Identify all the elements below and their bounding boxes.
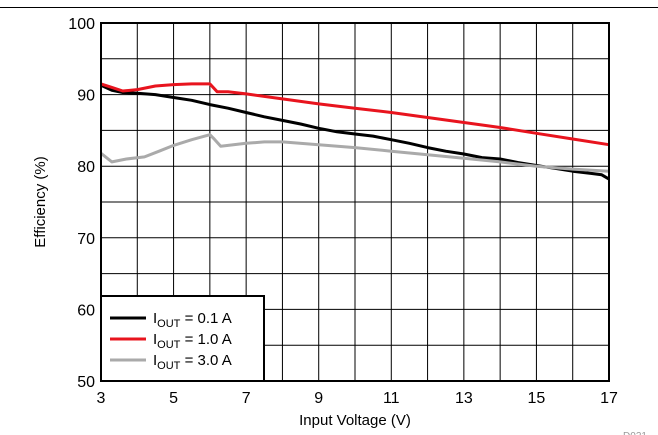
x-tick-label: 7 [242, 390, 251, 407]
x-tick-label: 17 [600, 390, 618, 407]
y-axis-title: Efficiency (%) [32, 156, 49, 247]
y-tick-label: 60 [77, 302, 95, 319]
y-tick-label: 50 [77, 374, 95, 391]
x-tick-label: 5 [169, 390, 178, 407]
series-line-3 [100, 133, 610, 173]
legend-label-2: IOUT = 1.0 A [153, 331, 232, 351]
figure-code: D021 [623, 431, 647, 435]
y-tick-label: 90 [77, 88, 95, 105]
y-tick-label: 100 [68, 16, 95, 33]
legend-label-3: IOUT = 3.0 A [153, 352, 232, 372]
legend-label-1: IOUT = 0.1 A [153, 310, 232, 330]
x-tick-label: 13 [455, 390, 473, 407]
top-rule [0, 7, 658, 8]
plot-frame [100, 22, 610, 382]
x-tick-label: 3 [97, 390, 106, 407]
series-line-2 [100, 82, 610, 147]
x-tick-label: 15 [528, 390, 546, 407]
x-tick-label: 11 [383, 390, 400, 407]
x-tick-label: 9 [314, 390, 323, 407]
x-axis-title: Input Voltage (V) [299, 412, 411, 429]
y-tick-label: 70 [77, 231, 95, 248]
y-tick-label: 80 [77, 159, 95, 176]
